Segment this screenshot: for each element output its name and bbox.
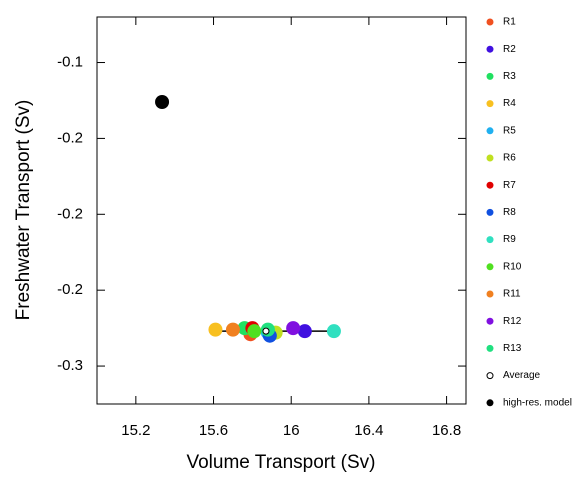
y-tick-label: -0.1	[57, 53, 83, 70]
legend-marker	[486, 154, 494, 162]
x-tick-label: 16	[283, 422, 300, 439]
legend-marker	[486, 236, 494, 244]
legend-marker	[486, 100, 494, 108]
data-point	[297, 324, 312, 339]
x-axis-label: Volume Transport (Sv)	[186, 452, 375, 473]
x-tick-label: 16.8	[432, 422, 461, 439]
legend-marker	[486, 263, 494, 271]
legend-label: R8	[503, 207, 516, 218]
legend-label: R4	[503, 98, 516, 109]
legend-marker	[486, 18, 494, 26]
y-axis-label: Freshwater Transport (Sv)	[13, 100, 34, 321]
legend-label: R6	[503, 153, 516, 164]
legend-label: R1	[503, 17, 516, 28]
y-tick-label: -0.2	[57, 205, 83, 222]
legend-marker	[486, 372, 494, 380]
legend-marker	[486, 181, 494, 189]
y-tick-label: -0.2	[57, 129, 83, 146]
plot-frame	[96, 16, 467, 405]
legend-label: R7	[503, 180, 516, 191]
legend-marker	[486, 290, 494, 298]
legend-label: R11	[503, 289, 521, 300]
legend-marker	[486, 72, 494, 80]
legend-label: R2	[503, 44, 516, 55]
legend-label: R5	[503, 125, 516, 136]
legend-label: R10	[503, 261, 522, 272]
data-point	[155, 94, 170, 109]
y-tick-label: -0.2	[57, 281, 83, 298]
legend-label: R12	[503, 316, 522, 327]
y-tick-label: -0.3	[57, 357, 83, 374]
legend-marker	[486, 317, 494, 325]
legend-label: Average	[503, 370, 541, 381]
data-point	[247, 324, 262, 339]
legend-marker	[486, 45, 494, 53]
data-point	[262, 327, 270, 335]
legend-label: R9	[503, 234, 516, 245]
legend-marker	[486, 127, 494, 135]
legend-marker	[486, 208, 494, 216]
legend-label: high-res. model	[503, 397, 572, 408]
x-tick-label: 15.6	[199, 422, 228, 439]
x-tick-label: 16.4	[354, 422, 383, 439]
data-point	[225, 322, 240, 337]
legend-label: R13	[503, 343, 522, 354]
data-point	[326, 324, 341, 339]
legend-marker	[486, 399, 494, 407]
x-tick-label: 15.2	[121, 422, 150, 439]
legend-label: R3	[503, 71, 516, 82]
data-point	[208, 322, 223, 337]
data-point	[286, 321, 301, 336]
legend-marker	[486, 344, 494, 352]
